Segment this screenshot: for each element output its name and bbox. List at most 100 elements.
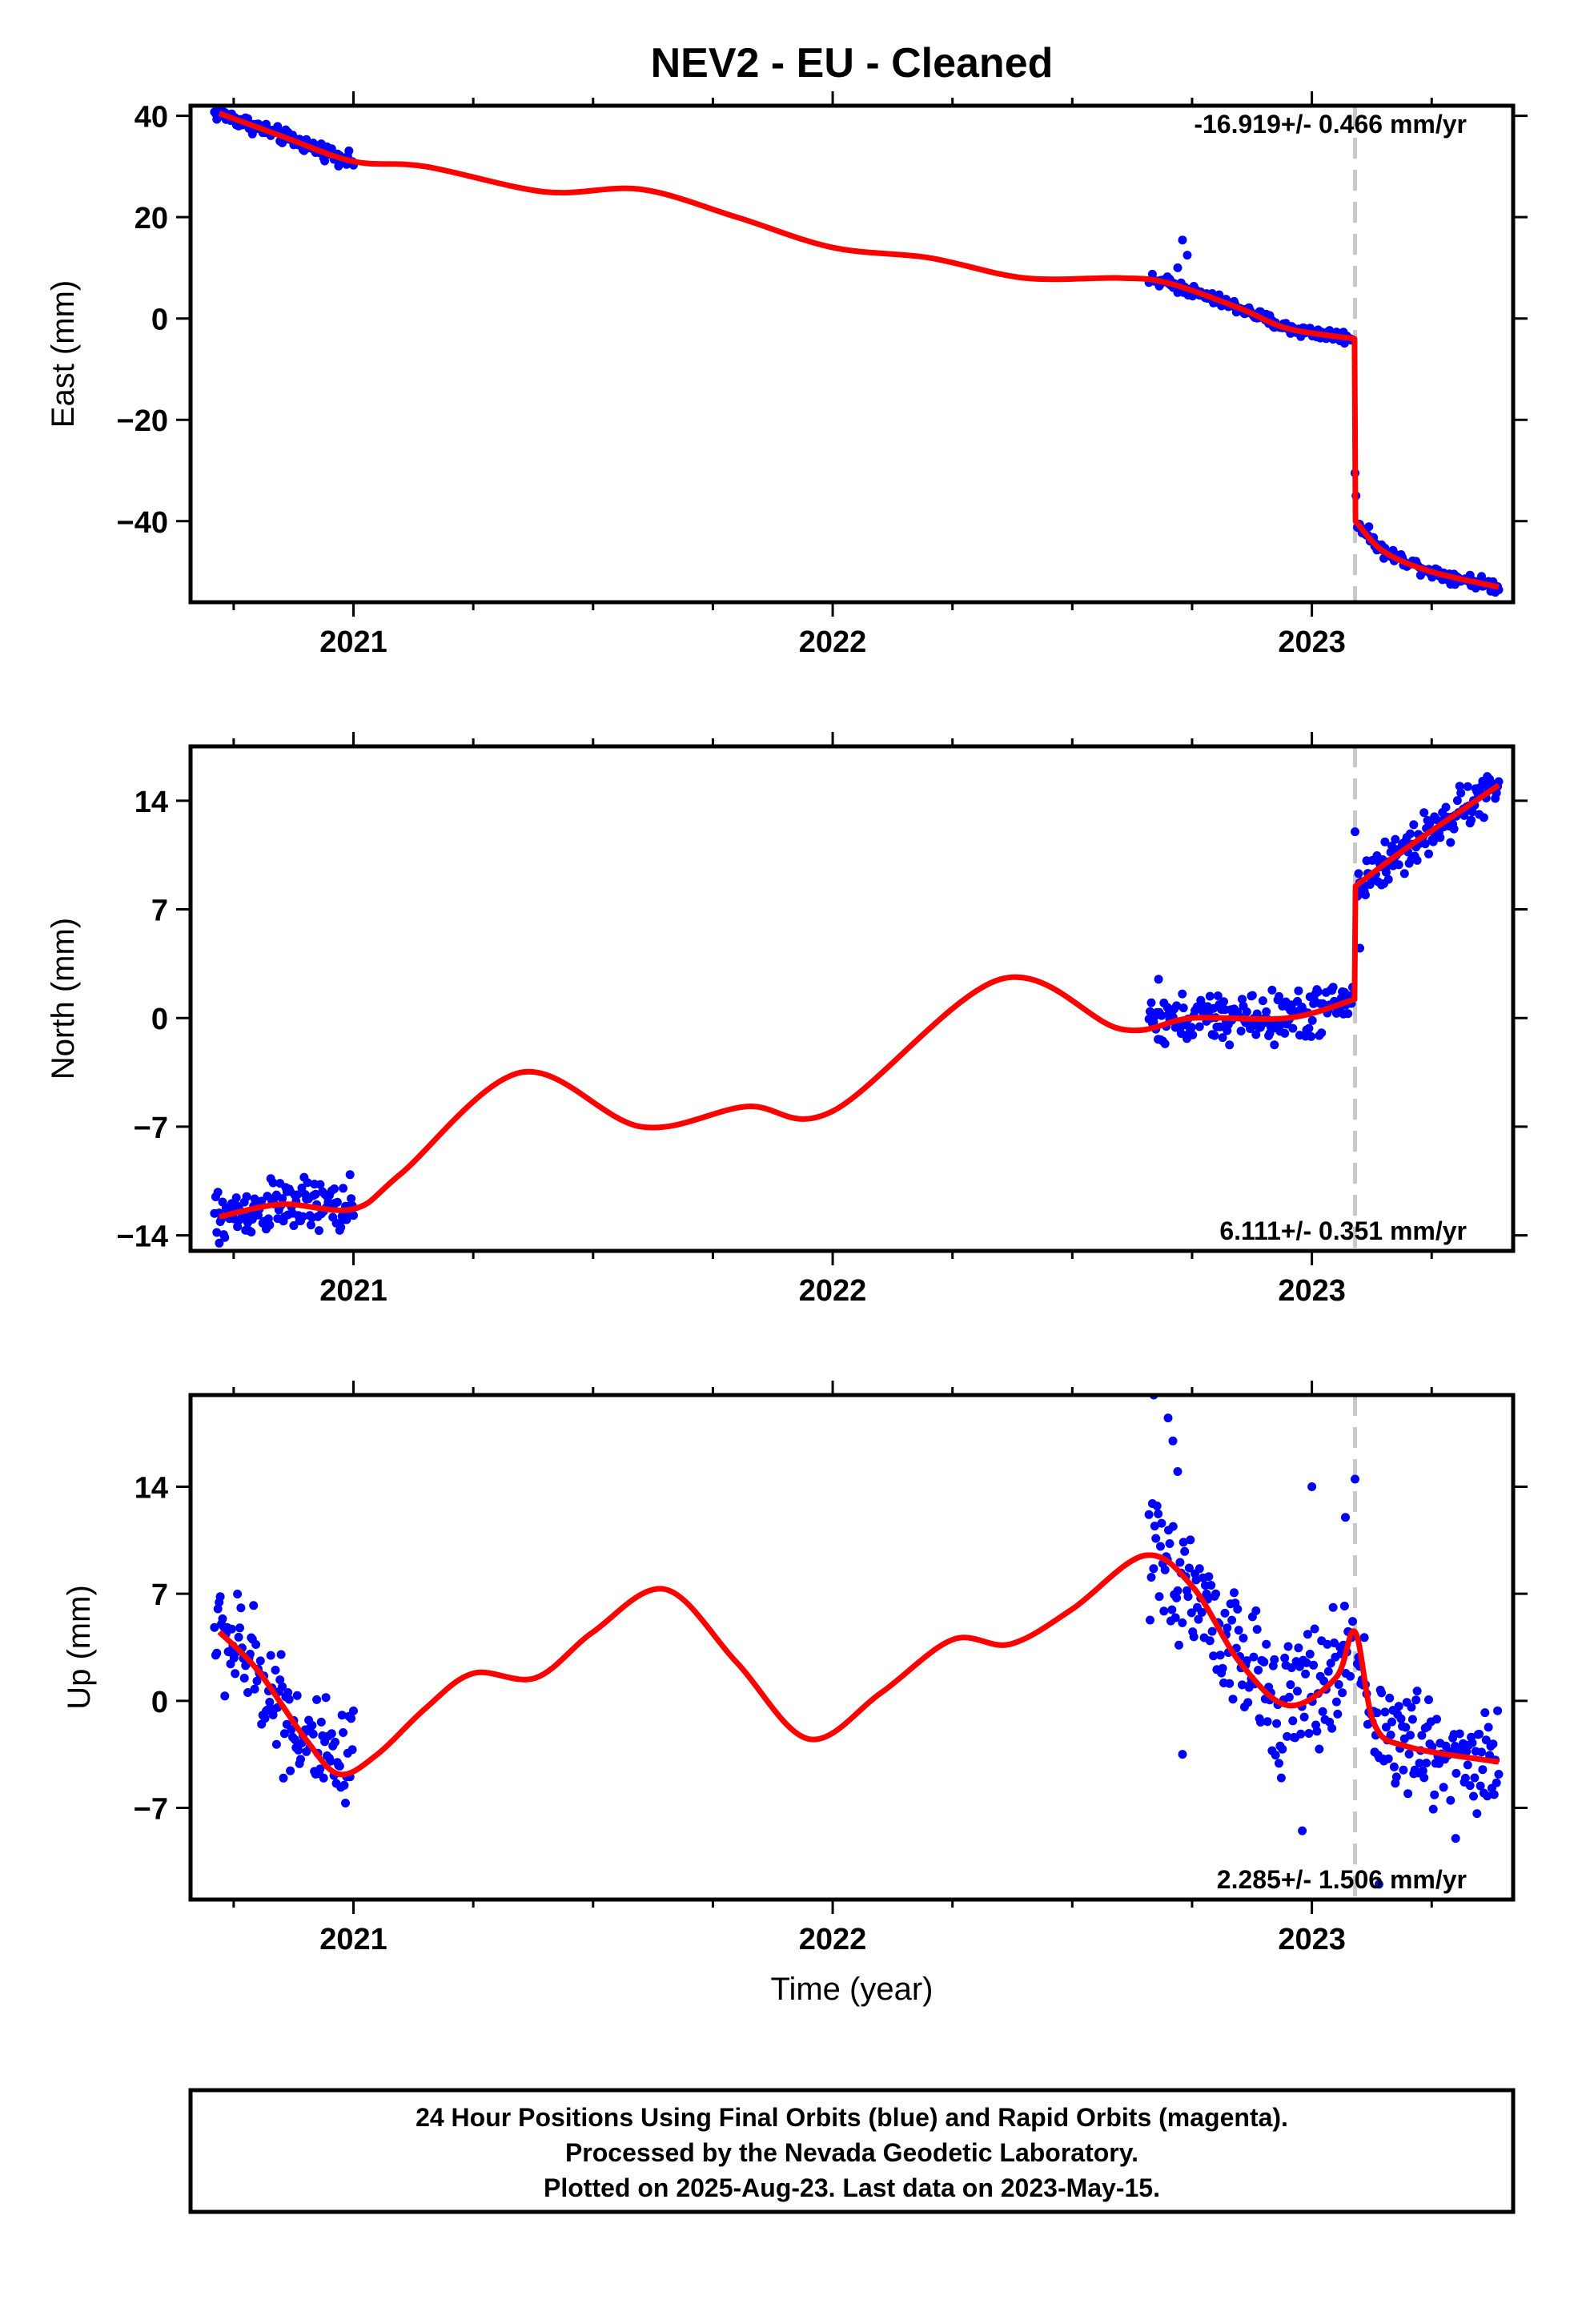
north-data-point xyxy=(212,1228,222,1237)
up-data-point xyxy=(1446,1795,1456,1805)
up-data-point xyxy=(1259,1657,1269,1667)
north-data-point xyxy=(1213,991,1223,1000)
up-data-point xyxy=(1160,1565,1170,1574)
up-data-point xyxy=(1175,1558,1185,1567)
north-data-point xyxy=(347,1194,356,1204)
up-data-point xyxy=(1492,1778,1501,1787)
north-data-point xyxy=(1452,796,1462,806)
up-data-point xyxy=(341,1799,350,1807)
up-x-tick-label: 2022 xyxy=(799,1923,867,1956)
east-data-point xyxy=(1182,251,1192,260)
up-data-point xyxy=(1146,1615,1154,1625)
east-data-point xyxy=(344,146,354,155)
east-data-point xyxy=(1178,235,1187,245)
up-data-point xyxy=(1481,1735,1491,1745)
up-data-point xyxy=(1154,1592,1164,1602)
up-data-point xyxy=(1178,1618,1187,1627)
up-data-point xyxy=(1422,1759,1431,1767)
up-data-point xyxy=(1156,1542,1165,1551)
north-data-point xyxy=(1317,1028,1327,1038)
north-data-point xyxy=(1280,1028,1290,1038)
up-data-point xyxy=(1301,1669,1311,1679)
north-data-point xyxy=(342,1215,351,1224)
north-data-point xyxy=(306,1220,315,1230)
up-data-point xyxy=(1191,1575,1201,1585)
up-data-point xyxy=(326,1756,335,1766)
up-data-point xyxy=(1173,1586,1182,1595)
up-data-point xyxy=(279,1773,288,1783)
up-data-point xyxy=(1272,1719,1282,1728)
east-plot-area xyxy=(210,106,1504,602)
up-data-point xyxy=(1168,1436,1178,1445)
up-data-point xyxy=(339,1728,348,1737)
east-data-point xyxy=(1364,522,1374,532)
north-data-point xyxy=(1238,995,1247,1004)
up-data-point xyxy=(1411,1695,1421,1705)
up-data-point xyxy=(1403,1789,1413,1799)
north-data-point xyxy=(1262,1007,1271,1016)
up-data-point xyxy=(1319,1676,1329,1686)
up-data-point xyxy=(235,1623,244,1633)
up-data-point xyxy=(1286,1680,1295,1690)
up-data-point xyxy=(1152,1502,1162,1510)
north-data-point xyxy=(1446,838,1456,847)
up-data-point xyxy=(1228,1695,1238,1704)
east-model-curve xyxy=(218,111,1500,590)
up-data-point xyxy=(1227,1615,1237,1625)
up-data-point xyxy=(287,1725,296,1735)
north-data-point xyxy=(1267,985,1277,995)
up-data-point xyxy=(1204,1572,1214,1582)
up-data-point xyxy=(263,1705,272,1715)
north-data-point xyxy=(1176,1029,1186,1038)
up-data-point xyxy=(1296,1729,1306,1739)
up-data-point xyxy=(1242,1656,1251,1666)
up-data-point xyxy=(1251,1606,1261,1615)
up-data-point xyxy=(1303,1630,1312,1639)
north-rate-label: 6.111+/- 0.351 mm/yr xyxy=(1219,1216,1467,1245)
up-data-point xyxy=(296,1755,305,1764)
north-data-point xyxy=(1399,869,1409,879)
up-data-point xyxy=(290,1735,299,1744)
up-data-point xyxy=(1186,1535,1195,1545)
east-y-axis-label: East (mm) xyxy=(46,280,81,428)
up-data-point xyxy=(1149,1564,1158,1574)
east-data-point xyxy=(1173,263,1182,272)
north-data-point xyxy=(1343,1009,1353,1019)
north-data-point xyxy=(1258,996,1267,1006)
up-data-point xyxy=(1278,1744,1287,1754)
north-data-point xyxy=(1236,1027,1246,1035)
up-data-point xyxy=(1463,1760,1472,1770)
up-data-point xyxy=(1167,1605,1177,1614)
north-data-point xyxy=(315,1180,325,1189)
east-x-tick-label: 2022 xyxy=(799,625,867,659)
footer-frame xyxy=(188,2088,1516,2214)
north-data-point xyxy=(1380,837,1390,846)
up-data-point xyxy=(1220,1608,1230,1618)
east-points xyxy=(210,106,1504,597)
up-data-point xyxy=(1163,1413,1173,1423)
up-y-tick-label: 0 xyxy=(151,1686,168,1719)
up-data-point xyxy=(1468,1738,1477,1747)
up-data-point xyxy=(1424,1695,1433,1704)
up-data-point xyxy=(1372,1708,1382,1718)
north-data-point xyxy=(257,1196,267,1206)
up-data-point xyxy=(275,1675,285,1685)
up-data-point xyxy=(1430,1790,1439,1799)
up-data-point xyxy=(1452,1768,1461,1778)
up-data-point xyxy=(1184,1563,1194,1573)
north-data-point xyxy=(1294,986,1303,995)
up-data-point xyxy=(265,1698,275,1707)
up-plot-area xyxy=(210,1395,1504,1900)
footer-line-1: 24 Hour Positions Using Final Orbits (bl… xyxy=(416,2103,1288,2132)
up-data-point xyxy=(1494,1770,1504,1779)
up-data-point xyxy=(284,1695,294,1704)
up-data-point xyxy=(1189,1632,1199,1642)
east-frame xyxy=(188,103,1516,605)
up-data-point xyxy=(337,1711,347,1720)
up-data-point xyxy=(1488,1739,1498,1749)
up-data-point xyxy=(1469,1791,1478,1801)
up-data-point xyxy=(1489,1790,1499,1799)
up-data-point xyxy=(1304,1729,1314,1738)
up-data-point xyxy=(1302,1658,1311,1667)
